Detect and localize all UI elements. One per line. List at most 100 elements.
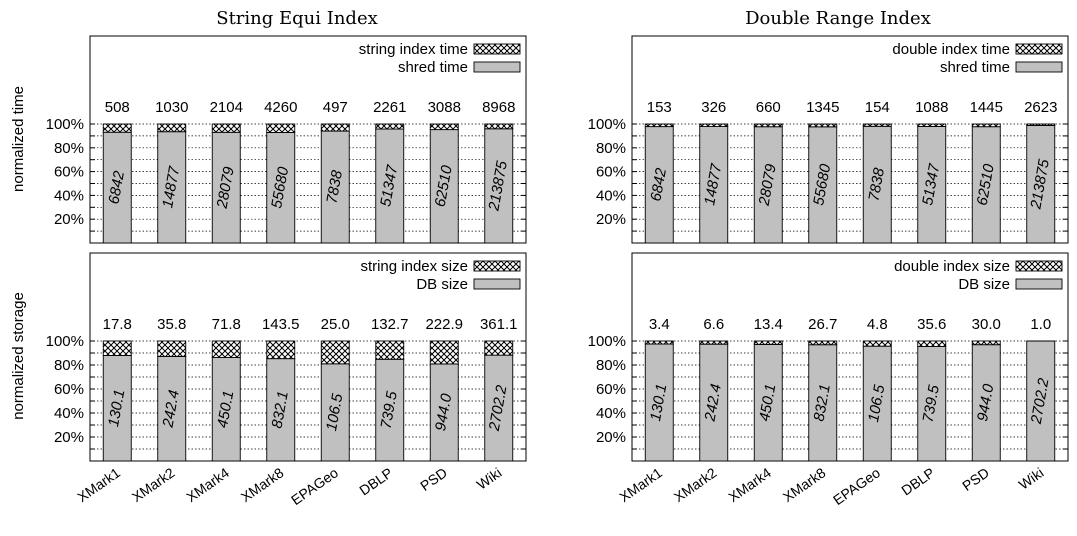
bar-string-index-time-psd: [430, 124, 458, 130]
data-label-double-index-size: 30.0: [972, 316, 1001, 333]
x-tick-label: PSD: [417, 464, 450, 494]
y-tick-label: 40%: [596, 187, 626, 204]
data-label-double-index-size: 3.4: [649, 316, 670, 333]
data-label-string-index-time: 2261: [373, 99, 406, 116]
bar-double-index-time-xmark4: [754, 124, 782, 127]
bar-string-index-time-xmark1: [103, 124, 131, 132]
y-tick-label: 40%: [54, 187, 84, 204]
x-tick-label: Wiki: [1016, 464, 1047, 492]
data-label-double-index-time: 1445: [970, 99, 1003, 116]
y-tick-label: 60%: [596, 164, 626, 181]
data-label-string-index-size: 25.0: [321, 316, 350, 333]
bar-double-index-time-xmark1: [645, 124, 673, 127]
y-tick-label: 20%: [54, 211, 84, 228]
data-label-double-index-time: 2623: [1024, 99, 1057, 116]
x-tick-label: XMark1: [616, 464, 665, 505]
bar-string-index-size-xmark4: [212, 341, 240, 358]
legend-label-shred-time: shred time: [940, 59, 1010, 76]
legend-label-db-size: DB size: [958, 276, 1010, 293]
x-tick-label: XMark2: [129, 464, 178, 505]
bar-string-index-size-wiki: [485, 341, 513, 355]
bar-string-index-time-epageo: [321, 124, 349, 131]
x-tick-label: DBLP: [898, 464, 937, 498]
legend-swatch-string-index-time: [474, 44, 520, 54]
bar-double-index-size-epageo: [863, 341, 891, 346]
data-label-double-index-size: 6.6: [703, 316, 724, 333]
y-tick-label: 40%: [54, 405, 84, 422]
y-tick-label: 60%: [54, 164, 84, 181]
title-string-equi-index: String Equi Index: [216, 8, 378, 29]
data-label-double-index-size: 13.4: [754, 316, 783, 333]
data-label-double-index-time: 326: [701, 99, 726, 116]
y-tick-label: 60%: [596, 381, 626, 398]
data-label-string-index-time: 3088: [428, 99, 461, 116]
legend-swatch-double-index-time: [1016, 44, 1062, 54]
data-label-string-index-size: 132.7: [371, 316, 409, 333]
panel-1: 20%40%60%80%100%684250814877103028079210…: [46, 36, 526, 243]
bar-double-index-size-psd: [972, 341, 1000, 345]
bar-string-index-size-xmark8: [267, 341, 295, 359]
data-label-string-index-time: 8968: [482, 99, 515, 116]
x-tick-label: EPAGeo: [830, 464, 883, 508]
x-tick-label: XMark2: [671, 464, 720, 505]
legend-label-string-index-size: string index size: [360, 258, 468, 275]
data-label-double-index-time: 153: [647, 99, 672, 116]
bar-string-index-size-xmark2: [158, 341, 186, 356]
y-tick-label: 20%: [54, 429, 84, 446]
data-label-double-index-size: 1.0: [1030, 316, 1051, 333]
x-tick-label: DBLP: [356, 464, 395, 498]
x-tick-label: XMark1: [74, 464, 123, 505]
y-tick-label: 20%: [596, 211, 626, 228]
ylabel-normalized-storage: normalized storage: [10, 292, 27, 420]
bar-string-index-time-xmark8: [267, 124, 295, 132]
data-label-double-index-size: 35.6: [917, 316, 946, 333]
x-tick-label: PSD: [959, 464, 992, 494]
data-label-string-index-size: 17.8: [103, 316, 132, 333]
y-tick-label: 80%: [596, 140, 626, 157]
bar-double-index-time-wiki: [1027, 124, 1055, 125]
legend-label-db-size: DB size: [416, 276, 468, 293]
data-label-string-index-size: 71.8: [212, 316, 241, 333]
panel-2: 20%40%60%80%100%684215314877326280796605…: [588, 36, 1068, 243]
data-label-string-index-size: 361.1: [480, 316, 518, 333]
y-tick-label: 100%: [46, 116, 84, 133]
data-label-double-index-size: 26.7: [808, 316, 837, 333]
x-tick-label: XMark4: [183, 464, 232, 505]
x-tick-label: XMark4: [725, 464, 774, 505]
bar-string-index-time-dblp: [376, 124, 404, 129]
bar-double-index-time-epageo: [863, 124, 891, 126]
y-tick-label: 40%: [596, 405, 626, 422]
bar-string-index-size-xmark1: [103, 341, 131, 355]
y-tick-label: 60%: [54, 381, 84, 398]
panel-4: 20%40%60%80%100%130.13.4XMark1242.46.6XM…: [588, 253, 1068, 508]
bar-double-index-size-dblp: [918, 341, 946, 347]
bar-string-index-size-psd: [430, 341, 458, 364]
y-tick-label: 80%: [54, 357, 84, 374]
data-label-double-index-time: 660: [756, 99, 781, 116]
bar-string-index-time-wiki: [485, 124, 513, 129]
bar-double-index-size-xmark1: [645, 341, 673, 344]
panel-3: 20%40%60%80%100%130.117.8XMark1242.435.8…: [46, 253, 526, 508]
bar-double-index-size-xmark8: [809, 341, 837, 345]
bar-string-index-time-xmark4: [212, 124, 240, 132]
bar-double-index-time-xmark8: [809, 124, 837, 127]
bar-double-index-time-psd: [972, 124, 1000, 127]
y-tick-label: 80%: [596, 357, 626, 374]
ylabel-normalized-time: normalized time: [10, 86, 27, 192]
data-label-string-index-time: 2104: [210, 99, 243, 116]
legend-swatch-double-index-size: [1016, 261, 1062, 271]
legend-swatch-string-index-size: [474, 261, 520, 271]
legend-swatch-shred-time: [1016, 62, 1062, 72]
legend-swatch-db-size: [1016, 279, 1062, 289]
y-tick-label: 80%: [54, 140, 84, 157]
data-label-string-index-size: 222.9: [425, 316, 463, 333]
data-label-double-index-time: 1088: [915, 99, 948, 116]
x-tick-label: Wiki: [474, 464, 505, 492]
legend-label-double-index-size: double index size: [894, 258, 1010, 275]
data-label-string-index-time: 508: [105, 99, 130, 116]
data-label-string-index-time: 497: [323, 99, 348, 116]
bar-double-index-time-xmark2: [700, 124, 728, 127]
data-label-string-index-time: 4260: [264, 99, 297, 116]
